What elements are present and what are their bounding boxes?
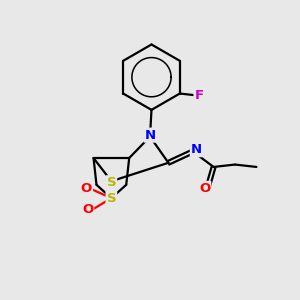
Text: O: O — [199, 182, 210, 195]
Text: O: O — [82, 203, 93, 216]
Text: N: N — [191, 143, 202, 156]
Text: O: O — [81, 182, 92, 195]
Text: F: F — [195, 88, 204, 101]
Text: S: S — [106, 176, 116, 189]
Text: N: N — [144, 129, 156, 142]
Text: S: S — [106, 192, 116, 205]
